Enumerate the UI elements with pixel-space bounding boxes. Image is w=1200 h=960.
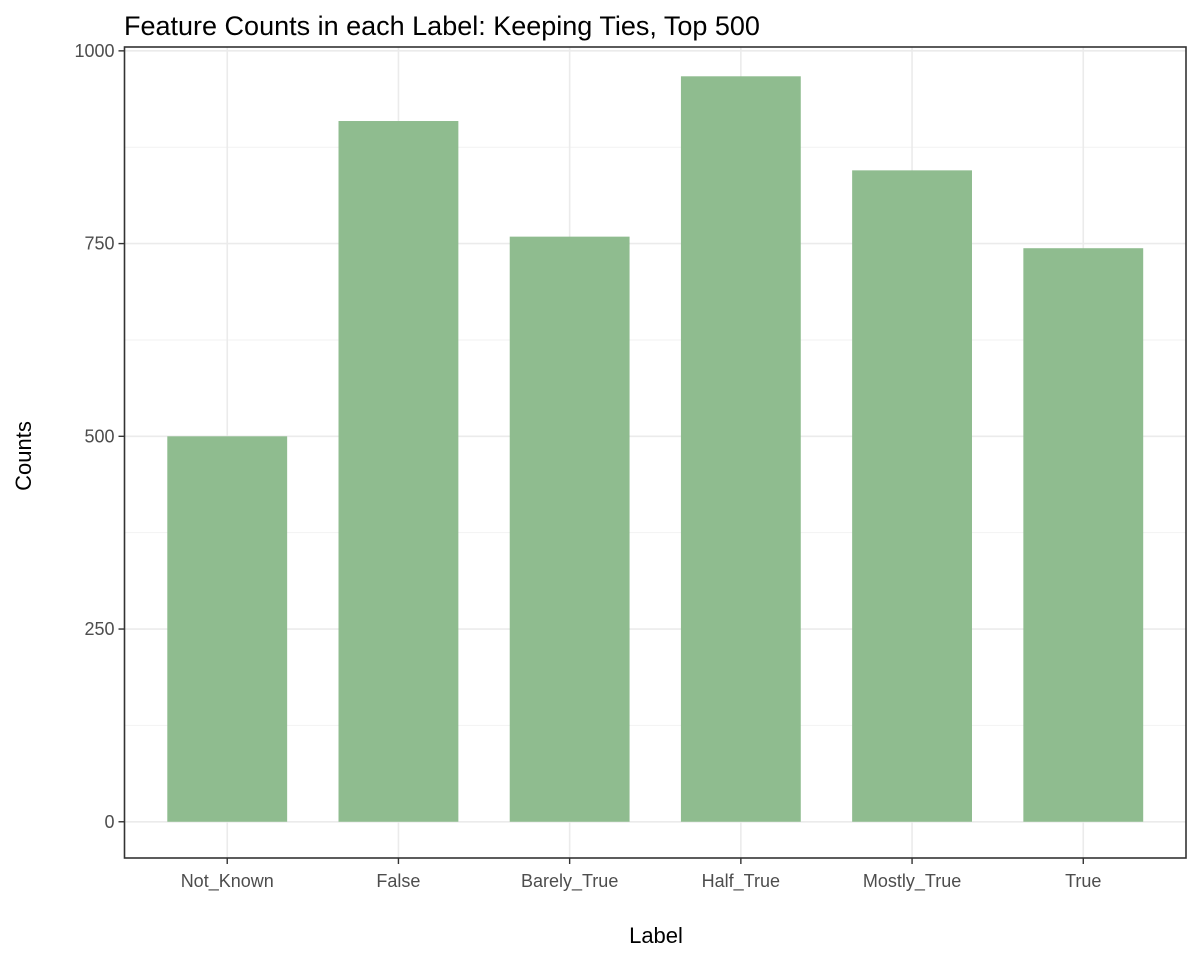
x-tick-label: True [1065,871,1101,891]
y-axis-title: Counts [11,421,36,491]
x-tick-label: Barely_True [521,871,618,892]
bar-true [1023,248,1144,822]
y-tick-label: 500 [84,426,114,446]
x-axis-title: Label [629,923,683,948]
x-tick-label: Not_Known [181,871,274,892]
y-tick-label: 250 [84,619,114,639]
x-tick-label: Half_True [702,871,780,892]
x-tick-label: Mostly_True [863,871,961,892]
bar-barely-true [509,236,630,822]
panel-border [123,46,1187,859]
x-tick-label: False [376,871,420,891]
chart-title: Feature Counts in each Label: Keeping Ti… [124,11,760,41]
bars [167,76,1144,822]
bar-not-known [167,436,288,822]
bar-false [338,121,459,822]
x-axis: Not_Known False Barely_True Half_True Mostly… [181,858,1101,892]
bar-half-true [680,76,801,822]
y-tick-label: 0 [104,812,114,832]
y-tick-label: 1000 [74,41,114,61]
y-tick-label: 750 [84,234,114,254]
y-axis: 0 250 500 750 1000 [74,41,125,832]
bar-mostly-true [852,170,972,822]
